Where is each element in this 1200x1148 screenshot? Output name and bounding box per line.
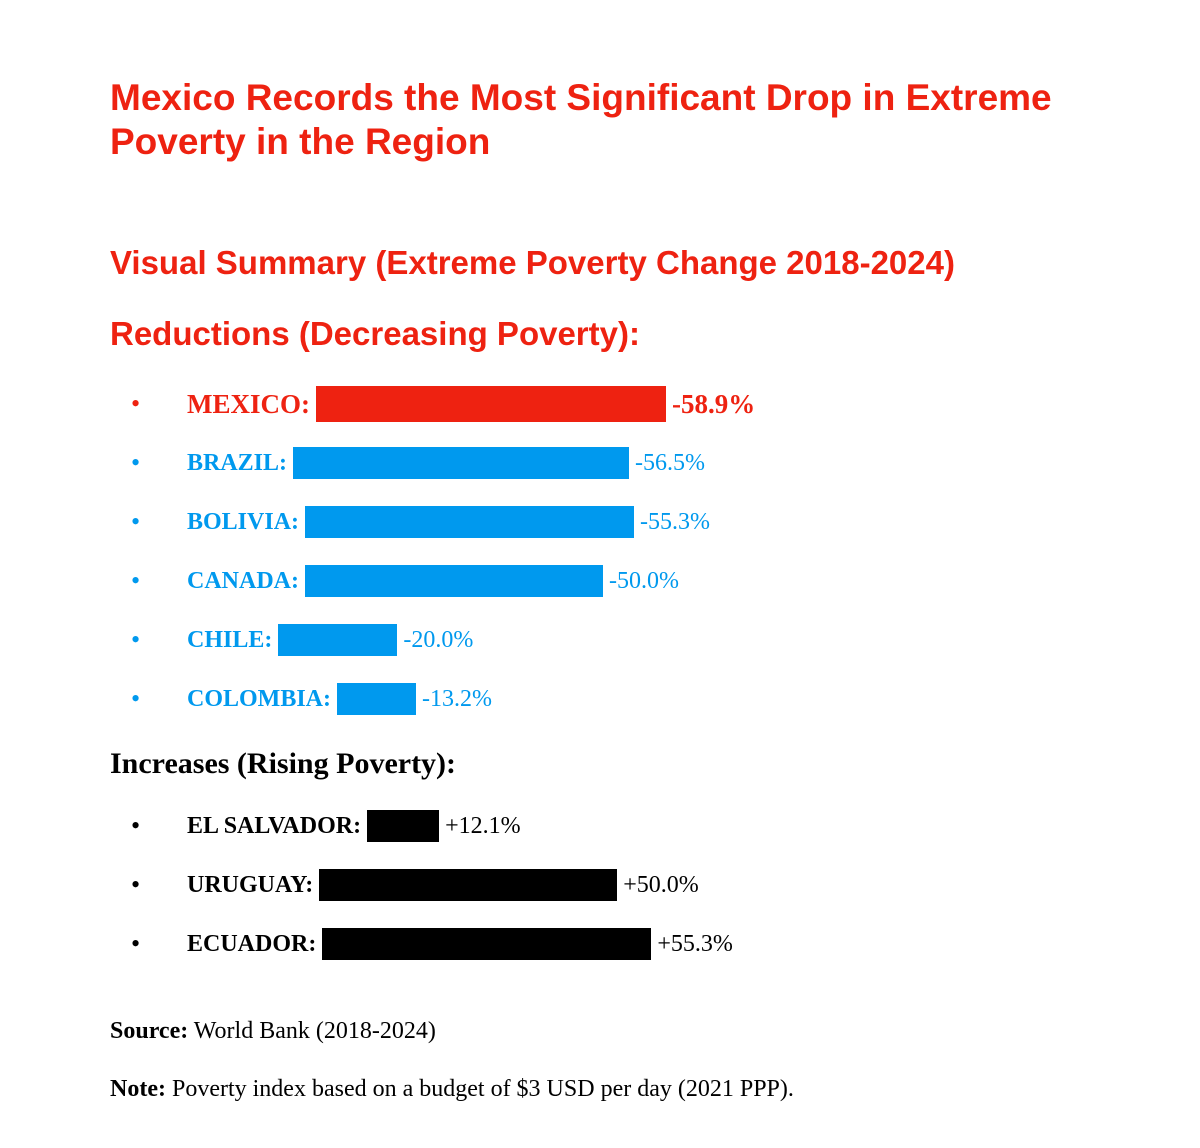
value-label: -13.2%	[422, 685, 492, 712]
bar	[304, 565, 603, 597]
category-label: MEXICO:	[187, 388, 310, 419]
value-label: +12.1%	[445, 812, 521, 839]
bar-row: • COLOMBIA: -13.2%	[0, 681, 1200, 717]
bullet-marker: •	[131, 389, 141, 418]
bar-row: • CHILE: -20.0%	[0, 622, 1200, 658]
category-label: BRAZIL:	[187, 449, 288, 476]
bar-row: • EL SALVADOR: +12.1%	[0, 808, 1200, 844]
bar	[278, 624, 398, 656]
increases-heading: Increases (Rising Poverty):	[110, 747, 457, 780]
value-label: -50.0%	[608, 567, 679, 594]
category-label: COLOMBIA:	[187, 685, 331, 712]
category-label: URUGUAY:	[187, 871, 314, 898]
value-label: -56.5%	[635, 449, 706, 476]
source-label: Source:	[110, 1018, 189, 1044]
bar-row: • CANADA: -50.0%	[0, 563, 1200, 599]
bar	[316, 386, 666, 422]
chart-title: Mexico Records the Most Significant Drop…	[110, 77, 1052, 162]
bullet-marker: •	[131, 811, 141, 840]
bar	[319, 869, 618, 901]
bar	[293, 447, 630, 479]
chart-subtitle: Visual Summary (Extreme Poverty Change 2…	[110, 244, 955, 281]
reductions-heading: Reductions (Decreasing Poverty):	[110, 315, 640, 352]
bullet-marker: •	[131, 684, 141, 713]
category-label: CHILE:	[187, 626, 273, 653]
bar-row: • ECUADOR: +55.3%	[0, 926, 1200, 962]
value-label: +50.0%	[623, 871, 699, 898]
source-text: World Bank (2018-2024)	[193, 1018, 436, 1044]
note-label: Note:	[110, 1076, 166, 1102]
bar-row: • BOLIVIA: -55.3%	[0, 504, 1200, 540]
value-label: -58.9%	[672, 388, 756, 419]
note-text: Poverty index based on a budget of $3 US…	[171, 1076, 794, 1102]
category-label: EL SALVADOR:	[187, 812, 362, 839]
source-line: Source: World Bank (2018-2024)	[110, 1016, 436, 1046]
bar	[322, 928, 652, 960]
category-label: ECUADOR:	[187, 930, 317, 957]
value-label: -55.3%	[640, 508, 711, 535]
bullet-marker: •	[131, 566, 141, 595]
bar-row: • URUGUAY: +50.0%	[0, 867, 1200, 903]
bar-row: • MEXICO: -58.9%	[0, 386, 1200, 422]
bullet-marker: •	[131, 929, 141, 958]
bullet-marker: •	[131, 507, 141, 536]
bar-row: • BRAZIL: -56.5%	[0, 445, 1200, 481]
category-label: BOLIVIA:	[187, 508, 300, 535]
bar	[337, 683, 416, 715]
value-label: +55.3%	[657, 930, 733, 957]
bar	[305, 506, 635, 538]
bullet-marker: •	[131, 625, 141, 654]
bullet-marker: •	[131, 870, 141, 899]
bullet-marker: •	[131, 448, 141, 477]
value-label: -20.0%	[403, 626, 474, 653]
bar	[367, 810, 440, 842]
category-label: CANADA:	[187, 567, 299, 594]
note-line: Note: Poverty index based on a budget of…	[110, 1074, 794, 1104]
